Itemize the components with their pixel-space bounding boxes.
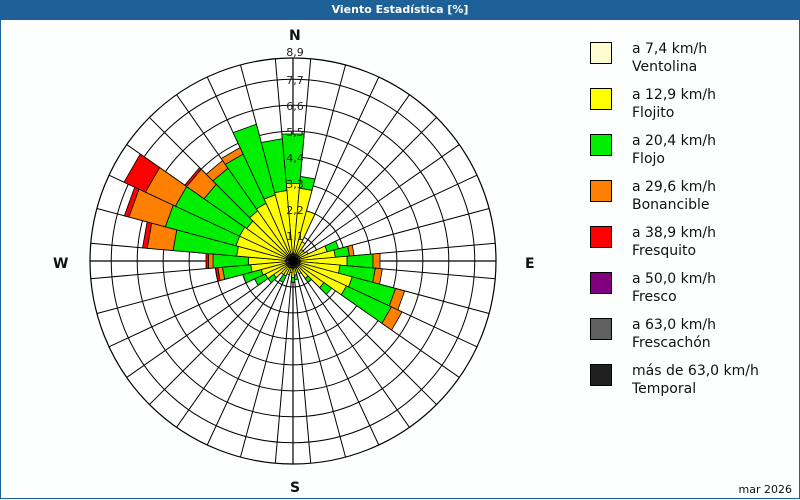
chart-title-bar: Viento Estadística [%]: [0, 0, 800, 20]
svg-text:7,7: 7,7: [286, 74, 304, 87]
svg-text:2,2: 2,2: [286, 204, 304, 217]
svg-text:5,5: 5,5: [286, 126, 304, 139]
compass-west-label: W: [53, 256, 69, 272]
legend-swatch: [590, 272, 612, 294]
legend-swatch: [590, 226, 612, 248]
svg-text:6,6: 6,6: [286, 100, 304, 113]
svg-text:4,4: 4,4: [286, 152, 304, 165]
legend-swatch: [590, 88, 612, 110]
legend-swatch: [590, 318, 612, 340]
compass-south-label: S: [290, 480, 301, 496]
svg-text:3,3: 3,3: [286, 178, 304, 191]
date-label: mar 2026: [738, 483, 792, 496]
legend-swatch: [590, 180, 612, 202]
svg-text:8,9: 8,9: [286, 46, 304, 59]
compass-east-label: E: [525, 256, 535, 272]
compass-north-label: N: [289, 28, 301, 44]
chart-title: Viento Estadística [%]: [331, 3, 469, 16]
svg-text:1,1: 1,1: [286, 230, 304, 243]
legend-swatch: [590, 42, 612, 64]
legend-swatch: [590, 134, 612, 156]
legend-swatch: [590, 364, 612, 386]
